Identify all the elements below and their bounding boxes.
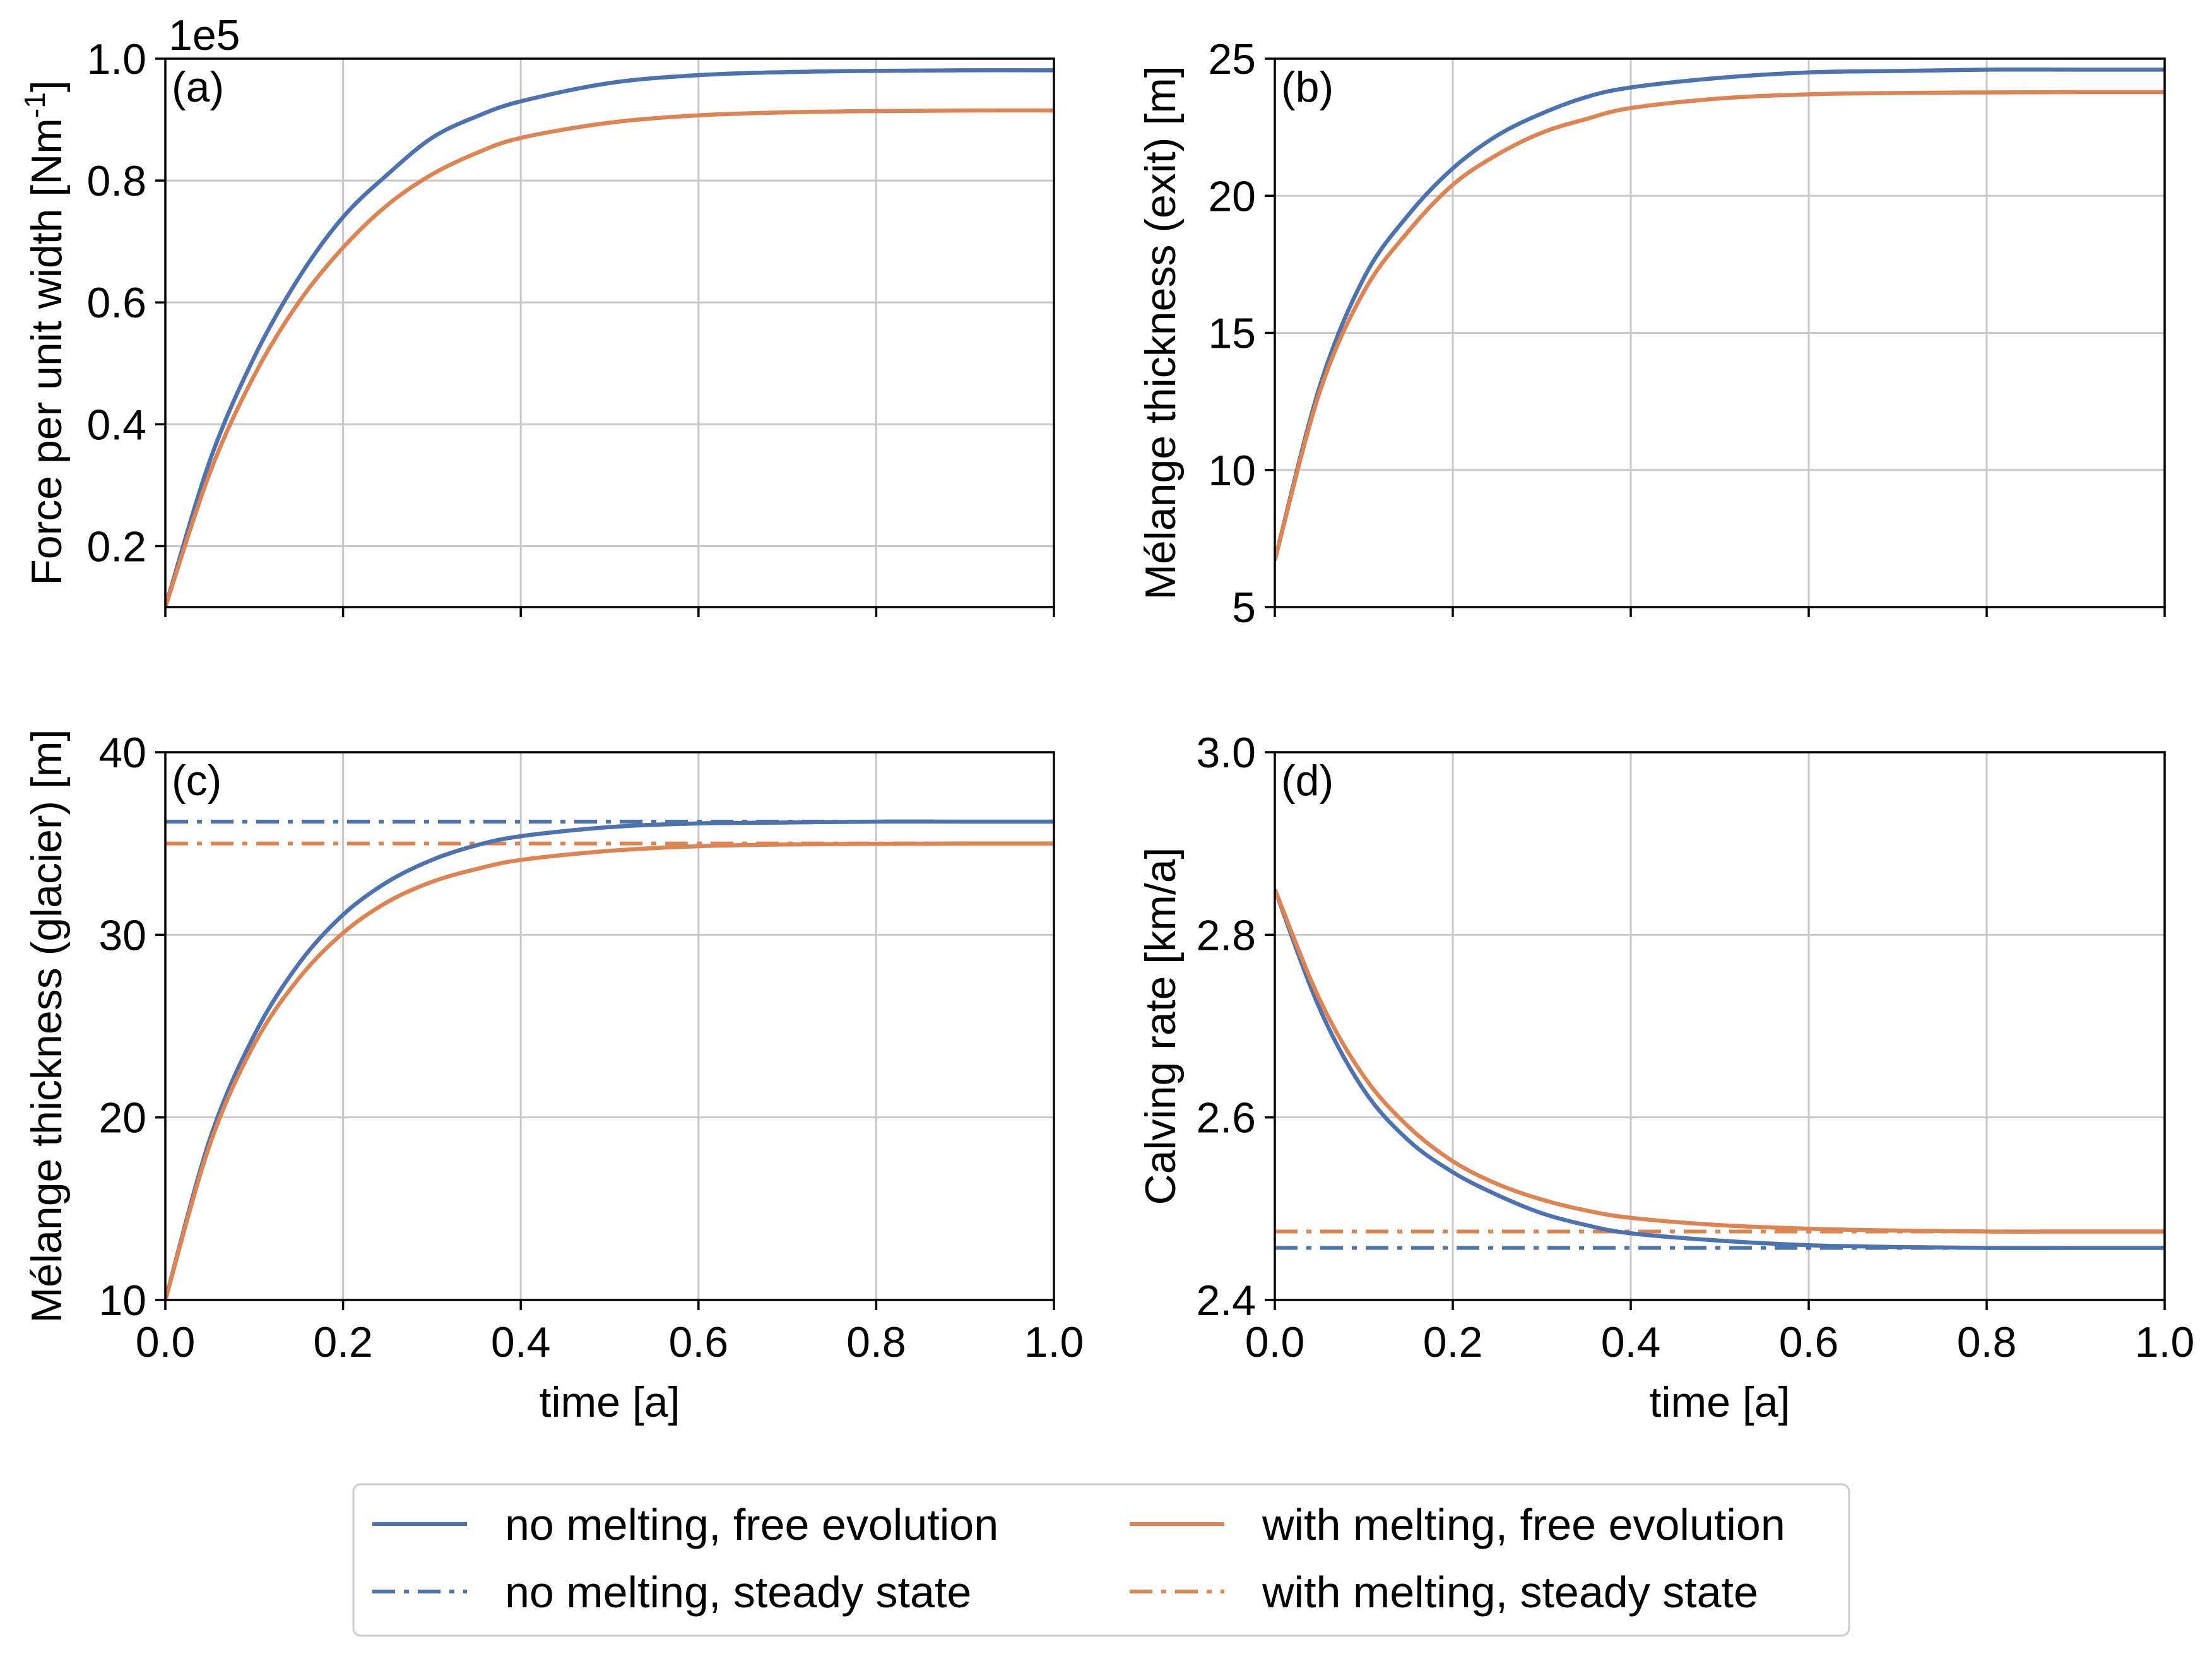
- series-line-wm-free-d: [1275, 888, 2165, 1234]
- y-axis-title-c: Mélange thickness (glacier) [m]: [23, 729, 71, 1323]
- y-tick-label-b-0: 5: [1232, 584, 1256, 632]
- x-tick-label-d-0: 0.0: [1245, 1318, 1305, 1366]
- legend-label-wm-steady: with melting, steady state: [1262, 1568, 1758, 1617]
- x-tick-label-c-0: 0.0: [136, 1318, 196, 1366]
- panel-tag-c: (c): [172, 757, 222, 805]
- plot-frame-c: [164, 751, 1055, 1301]
- x-axis-title-c: time [a]: [540, 1378, 680, 1426]
- x-tick-label-c-3: 0.6: [669, 1318, 729, 1366]
- legend-entry-wm-free: with melting, free evolution: [1130, 1500, 1785, 1549]
- y-tick-label-d-3: 3.0: [1196, 729, 1256, 777]
- panel-d: 0.0 0.2 0.4 0.6 0.8 1.0 2.4 2.6 2.8 3.0 (d) Calving…: [1137, 729, 2194, 1426]
- y-tick-label-b-2: 15: [1208, 310, 1256, 358]
- y-tick-label-b-3: 20: [1208, 172, 1256, 220]
- series-line-nm-free-a: [165, 68, 1054, 607]
- y-tick-label-a-4: 1.0: [86, 35, 146, 83]
- legend-label-nm-free: no melting, free evolution: [505, 1500, 998, 1549]
- series-line-nm-free-c: [165, 819, 1054, 1300]
- y-tick-label-c-1: 20: [98, 1094, 146, 1142]
- plot-frame-d: [1274, 751, 2166, 1301]
- y-tick-label-c-0: 10: [98, 1277, 146, 1325]
- y-axis-title-a: Force per unit width [Nm-1]: [18, 80, 71, 586]
- x-tick-label-d-3: 0.6: [1779, 1318, 1839, 1366]
- panel-c: 0.0 0.2 0.4 0.6 0.8 1.0 10 20 30 40 (c) Mélange thi…: [23, 729, 1084, 1426]
- series-line-wm-free-a: [165, 108, 1054, 607]
- y-axis-title-sup-a: -1: [18, 92, 51, 118]
- panel-tag-d: (d): [1281, 757, 1334, 805]
- x-tick-label-c-5: 1.0: [1024, 1318, 1084, 1366]
- x-tick-label-d-5: 1.0: [2135, 1318, 2195, 1366]
- legend-entry-nm-steady: no melting, steady state: [372, 1568, 971, 1617]
- legend-entry-wm-steady: with melting, steady state: [1130, 1568, 1758, 1617]
- y-tick-label-d-0: 2.4: [1196, 1277, 1256, 1325]
- x-tick-label-d-1: 0.2: [1423, 1318, 1483, 1366]
- y-axis-title-main-a: Force per unit width [Nm: [23, 118, 71, 586]
- y-tick-label-d-2: 2.8: [1196, 911, 1256, 959]
- panel-a: 0.2 0.4 0.6 0.8 1.0 (a)1e5 Force per unit widt…: [18, 11, 1055, 617]
- y-axis-title-end-a: ]: [23, 80, 71, 92]
- legend: no melting, free evolution no melting, s…: [352, 1483, 1850, 1637]
- legend-entry-nm-free: no melting, free evolution: [372, 1500, 998, 1549]
- legend-label-wm-free: with melting, free evolution: [1262, 1500, 1785, 1549]
- y-tick-label-a-2: 0.6: [86, 279, 146, 327]
- x-tick-label-c-2: 0.4: [491, 1318, 551, 1366]
- y-tick-label-c-3: 40: [98, 729, 146, 777]
- y-axis-title-b: Mélange thickness (exit) [m]: [1137, 66, 1185, 600]
- panel-tag-a: (a): [172, 63, 224, 111]
- y-tick-label-c-2: 30: [98, 911, 146, 959]
- series-line-nm-free-b: [1275, 67, 2165, 561]
- y-offset-label-a: 1e5: [169, 11, 240, 59]
- y-tick-label-a-3: 0.8: [86, 157, 146, 205]
- x-tick-label-d-2: 0.4: [1601, 1318, 1661, 1366]
- x-tick-label-d-4: 0.8: [1957, 1318, 2017, 1366]
- series-line-wm-free-c: [165, 841, 1054, 1300]
- plot-frame-a: [164, 57, 1055, 608]
- y-tick-label-b-4: 25: [1208, 35, 1256, 83]
- y-tick-label-a-0: 0.2: [86, 523, 146, 570]
- y-tick-label-b-1: 10: [1208, 447, 1256, 495]
- legend-label-nm-steady: no melting, steady state: [505, 1568, 971, 1617]
- x-tick-label-c-4: 0.8: [846, 1318, 906, 1366]
- x-axis-title-d: time [a]: [1650, 1378, 1790, 1426]
- series-line-nm-free-d: [1275, 888, 2165, 1250]
- panel-b: 5 10 15 20 25 (b) Mélange thickness (exit) [m]: [1137, 35, 2166, 632]
- y-tick-label-d-1: 2.6: [1196, 1094, 1256, 1142]
- y-axis-title-d: Calving rate [km/a]: [1137, 848, 1185, 1205]
- panel-tag-b: (b): [1281, 63, 1334, 111]
- y-tick-label-a-1: 0.4: [86, 401, 146, 449]
- legend-box: [352, 1483, 1850, 1637]
- x-tick-label-c-1: 0.2: [313, 1318, 373, 1366]
- series-line-wm-free-b: [1275, 90, 2165, 561]
